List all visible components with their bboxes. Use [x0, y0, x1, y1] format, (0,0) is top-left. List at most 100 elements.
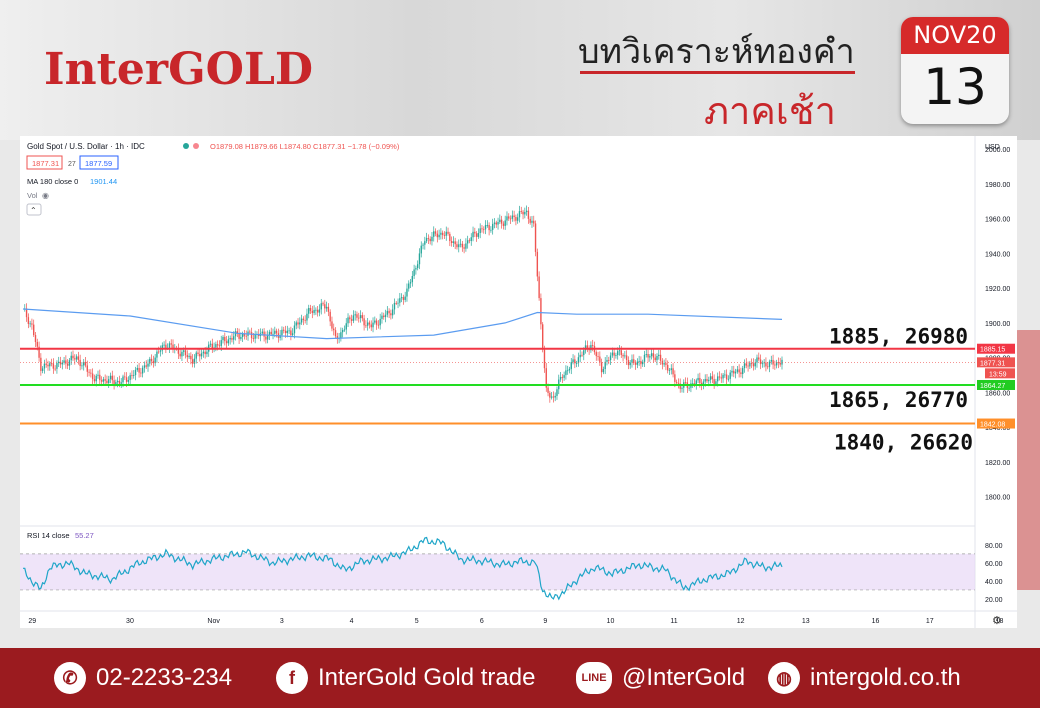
- candle-body: [63, 360, 65, 363]
- ma-180-line: [22, 308, 783, 340]
- candle-body: [209, 343, 212, 345]
- background-map: [0, 0, 1040, 140]
- rsi-legend-label: RSI 14 close: [27, 531, 70, 540]
- candle-body: [768, 361, 771, 367]
- bid-box[interactable]: [26, 155, 63, 170]
- candle-body: [211, 343, 214, 349]
- candle-body: [347, 317, 349, 324]
- candle-body: [443, 235, 446, 236]
- candle-body: [500, 219, 503, 224]
- candle-body: [436, 233, 439, 238]
- candle-body: [316, 309, 319, 313]
- candle-body: [649, 356, 651, 358]
- time-tick-label: 30: [126, 618, 134, 625]
- candle-body: [715, 381, 717, 384]
- candle-body: [83, 361, 85, 366]
- collapse-legend-button[interactable]: [26, 203, 42, 216]
- candle-body: [745, 363, 747, 366]
- visibility-eye-icon[interactable]: ◉: [42, 191, 49, 200]
- candle-body: [599, 356, 601, 363]
- candle-body: [483, 229, 485, 231]
- candle-body: [777, 362, 780, 364]
- candle-body: [674, 374, 676, 382]
- candle-body: [722, 374, 724, 379]
- candle-body: [81, 365, 83, 367]
- line-id: @InterGold: [622, 664, 746, 691]
- candle-body: [441, 232, 444, 236]
- level-annotation: 1865, 26770: [829, 388, 968, 412]
- candle-body: [100, 380, 103, 382]
- rsi-pane: [20, 536, 975, 601]
- time-tick-label: 18: [996, 618, 1004, 625]
- candle-body: [415, 268, 417, 270]
- candle-body: [458, 244, 460, 248]
- time-tick-label: 3: [280, 618, 284, 625]
- settings-gear-icon[interactable]: ⚙: [992, 614, 1002, 627]
- candle-body: [774, 364, 776, 366]
- footer-phone[interactable]: ✆ 02-2233-234: [54, 660, 232, 696]
- spread-value: 27: [68, 161, 76, 168]
- candle-body: [454, 241, 456, 245]
- candle-body: [625, 355, 628, 360]
- candle-body: [361, 315, 364, 319]
- candle-body: [404, 296, 406, 300]
- footer-line[interactable]: LINE @InterGold: [576, 660, 745, 696]
- candle-body: [659, 354, 662, 361]
- candle-body: [597, 356, 599, 357]
- candle-body: [424, 241, 426, 245]
- candle-body: [33, 324, 35, 336]
- candle-body: [141, 367, 144, 374]
- candle-body: [563, 375, 565, 378]
- candle-body: [368, 322, 371, 325]
- candle-body: [508, 216, 510, 219]
- countdown-tag: [985, 368, 1015, 379]
- candle-body: [170, 343, 172, 345]
- candle-body: [684, 382, 687, 384]
- candle-body: [670, 368, 672, 370]
- candle-body: [99, 374, 101, 381]
- candle-body: [634, 363, 637, 365]
- candle-body: [411, 276, 414, 283]
- candle-body: [290, 330, 292, 336]
- candle-body: [52, 363, 55, 369]
- candle-body: [163, 344, 165, 346]
- footer-facebook[interactable]: f InterGold Gold trade: [276, 660, 535, 696]
- candle-body: [336, 336, 339, 340]
- candle-body: [445, 231, 447, 236]
- candle-body: [681, 387, 683, 389]
- candle-body: [306, 313, 308, 321]
- candle-body: [129, 375, 131, 380]
- candle-body: [550, 396, 553, 398]
- candle-body: [95, 375, 97, 382]
- price-tick-label: 1980.00: [985, 182, 1010, 189]
- candle-body: [109, 375, 112, 380]
- candle-body: [731, 370, 733, 373]
- candle-body: [90, 372, 92, 374]
- footer-website[interactable]: ◍ intergold.co.th: [768, 660, 961, 696]
- candle-body: [186, 355, 189, 358]
- time-tick-label: 13: [802, 618, 810, 625]
- candle-body: [608, 360, 610, 361]
- candle-body: [227, 339, 230, 344]
- brand-logo: InterGOLD: [44, 44, 314, 95]
- price-tick-label: 1940.00: [985, 251, 1010, 258]
- candle-body: [224, 336, 226, 342]
- candle-body: [511, 215, 514, 219]
- line-icon: LINE: [576, 662, 612, 694]
- calendar-date-badge: NOV20 13: [901, 17, 1009, 124]
- candle-body: [474, 231, 476, 234]
- candle-body: [515, 217, 517, 221]
- candle-body: [645, 353, 647, 355]
- candle-body: [113, 380, 115, 385]
- candle-body: [399, 298, 401, 303]
- ask-box[interactable]: [79, 155, 119, 170]
- candle-body: [767, 366, 769, 368]
- candle-body: [692, 383, 694, 385]
- ma-legend-label: MA 180 close 0: [27, 177, 78, 186]
- candle-body: [565, 370, 567, 376]
- candle-body: [422, 244, 424, 246]
- price-tick-label: 1920.00: [985, 286, 1010, 293]
- candle-body: [372, 322, 374, 328]
- candle-body: [138, 367, 140, 373]
- candle-body: [156, 351, 158, 358]
